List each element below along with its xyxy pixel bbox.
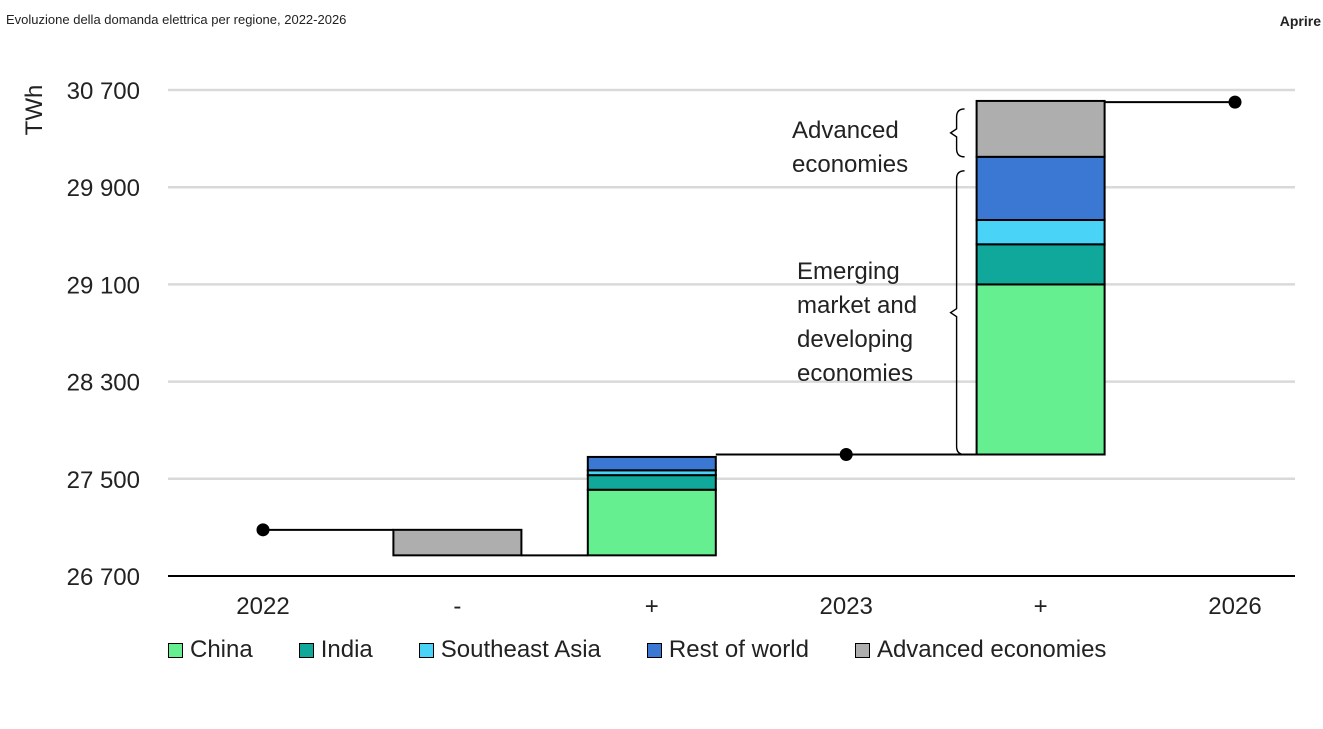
y-tick-label: 29 100 [67, 272, 140, 299]
legend-item-southeast-asia: Southeast Asia [418, 636, 601, 664]
legend-label: Rest of world [668, 636, 809, 663]
x-tick-label: + [1034, 593, 1048, 620]
legend-label: Southeast Asia [440, 636, 601, 663]
legend-label: India [320, 636, 373, 663]
legend-swatch [298, 642, 314, 658]
legend-item-advanced: Advanced economies [854, 636, 1107, 664]
x-tick-label: 2026 [1208, 593, 1261, 620]
annotation-text-advanced: economies [792, 151, 908, 178]
waterfall-chart: 26 700 27 500 28 300 29 100 29 900 30 700 2022… [21, 78, 1295, 620]
legend-item-india: India [298, 636, 373, 664]
annotation-text-emerging: economies [797, 360, 913, 387]
legend-swatch [646, 642, 662, 658]
annotation-text-emerging: market and [797, 292, 917, 319]
x-tick-label: 2022 [236, 593, 289, 620]
legend-label: China [190, 636, 253, 663]
annotation-text-advanced: Advanced [792, 117, 899, 144]
brace-advanced [949, 108, 965, 158]
x-tick-label: + [645, 593, 659, 620]
y-tick-label: 27 500 [67, 467, 140, 494]
x-tick-label: - [453, 593, 461, 620]
bar-segment-china [975, 283, 1106, 456]
bar-segment-southeast-asia [975, 219, 1106, 246]
brace-emerging [949, 170, 965, 456]
total-marker [839, 448, 853, 461]
y-axis-label: TWh [21, 85, 48, 136]
legend-item-china: China [168, 636, 253, 664]
x-tick-label: 2023 [820, 593, 873, 620]
y-tick-label: 28 300 [67, 370, 140, 397]
bar-segment-india [975, 243, 1106, 286]
total-marker [256, 523, 270, 537]
annotation-text-emerging: developing [797, 326, 913, 353]
y-tick-label: 26 700 [67, 564, 140, 591]
bar-segment-china [586, 488, 717, 557]
legend-swatch [854, 642, 870, 658]
legend: China India Southeast Asia Rest of world Adv… [168, 636, 1106, 664]
legend-swatch [168, 642, 183, 658]
y-tick-label: 29 900 [67, 175, 140, 202]
total-marker [1228, 95, 1242, 109]
legend-swatch [418, 642, 434, 658]
y-tick-label: 30 700 [67, 78, 140, 105]
chart-title: Evoluzione della domanda elettrica per r… [6, 12, 347, 27]
annotation-text-emerging: Emerging [797, 258, 900, 285]
bar-segment-rest-of-world [975, 155, 1106, 222]
legend-label: Advanced economies [876, 636, 1107, 663]
open-link[interactable]: Aprire [1279, 13, 1321, 29]
bar-segment-india [586, 474, 717, 491]
bar-segment-advanced [975, 99, 1106, 158]
bar-segment-rest-of-world [586, 455, 717, 472]
legend-item-rest-of-world: Rest of world [646, 636, 809, 664]
bar-segment-advanced [392, 528, 523, 557]
